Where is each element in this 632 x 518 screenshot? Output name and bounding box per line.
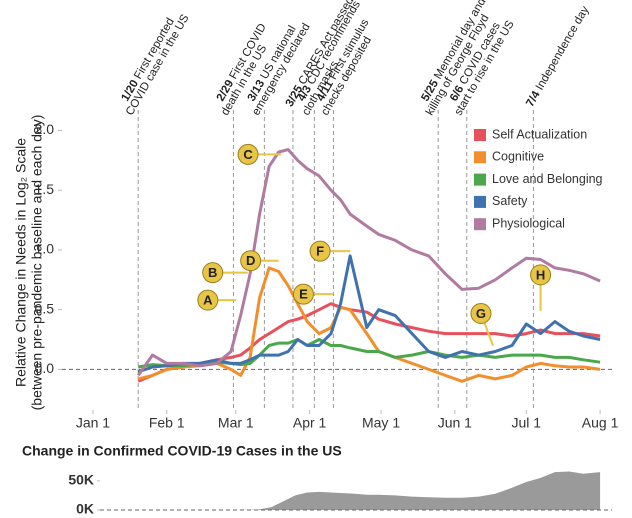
annotation-label: C xyxy=(243,147,253,162)
cases-area xyxy=(138,471,601,510)
legend-swatch xyxy=(474,129,486,141)
y-tick-label: 1.0 xyxy=(35,241,55,257)
x-tick-label: Jan 1 xyxy=(76,415,110,431)
legend-label: Love and Belonging xyxy=(492,172,603,186)
legend-label: Safety xyxy=(492,194,528,208)
legend-swatch xyxy=(474,173,486,186)
x-tick-label: Mar 1 xyxy=(218,415,254,431)
annotation-label: B xyxy=(208,265,217,280)
annotation-label: D xyxy=(246,253,255,268)
legend-swatch xyxy=(474,218,486,231)
legend-swatch xyxy=(474,151,486,164)
legend-label: Physiological xyxy=(492,216,565,230)
bottom-title: Change in Confirmed COVID-19 Cases in th… xyxy=(22,443,342,459)
annotation-marker xyxy=(470,303,492,325)
annotation-label: E xyxy=(299,287,308,302)
x-tick-label: Jul 1 xyxy=(511,415,541,431)
annotation-label: A xyxy=(203,293,213,308)
annotation-marker xyxy=(202,262,224,284)
annotation-marker xyxy=(530,264,552,286)
event-label: 7/4 Independence day xyxy=(524,4,591,109)
x-tick-label: Aug 1 xyxy=(582,415,619,431)
y-tick-label: 0K xyxy=(76,501,94,517)
annotation-label: H xyxy=(536,267,545,282)
event-text: 7/4 Independence day xyxy=(524,4,591,109)
series-line xyxy=(137,302,601,383)
annotation-marker xyxy=(292,283,314,305)
y-tick-label: 1.5 xyxy=(35,181,55,197)
x-tick-label: Feb 1 xyxy=(149,415,185,431)
annotation-marker xyxy=(309,240,331,262)
legend-swatch xyxy=(474,195,486,208)
legend-label: Self Actualization xyxy=(492,127,587,141)
y-tick-label: 50K xyxy=(68,472,94,488)
x-tick-label: May 1 xyxy=(362,415,400,431)
legend-label: Cognitive xyxy=(492,150,544,164)
event-text: COVID case in the US xyxy=(124,12,192,117)
x-tick-label: Jun 1 xyxy=(438,415,472,431)
annotation-marker xyxy=(240,250,262,272)
y-tick-label: 2.0 xyxy=(35,121,55,137)
y-axis-label: (between pre-pandemic baseline and each … xyxy=(29,115,45,411)
event-desc: Independence day xyxy=(534,4,592,92)
annotation-marker xyxy=(197,289,219,311)
series-line xyxy=(137,254,601,374)
y-axis-label: Relative Change in Needs in Log₂ Scale xyxy=(13,138,29,387)
annotation-label: F xyxy=(316,244,324,259)
event-desc: COVID case in the US xyxy=(124,12,192,117)
x-tick-label: Apr 1 xyxy=(293,415,327,431)
annotation-label: G xyxy=(476,306,486,321)
annotation-marker xyxy=(237,143,259,165)
y-tick-label: 0.0 xyxy=(35,360,55,376)
y-tick-label: 0.5 xyxy=(35,300,55,316)
series-line xyxy=(136,148,601,377)
